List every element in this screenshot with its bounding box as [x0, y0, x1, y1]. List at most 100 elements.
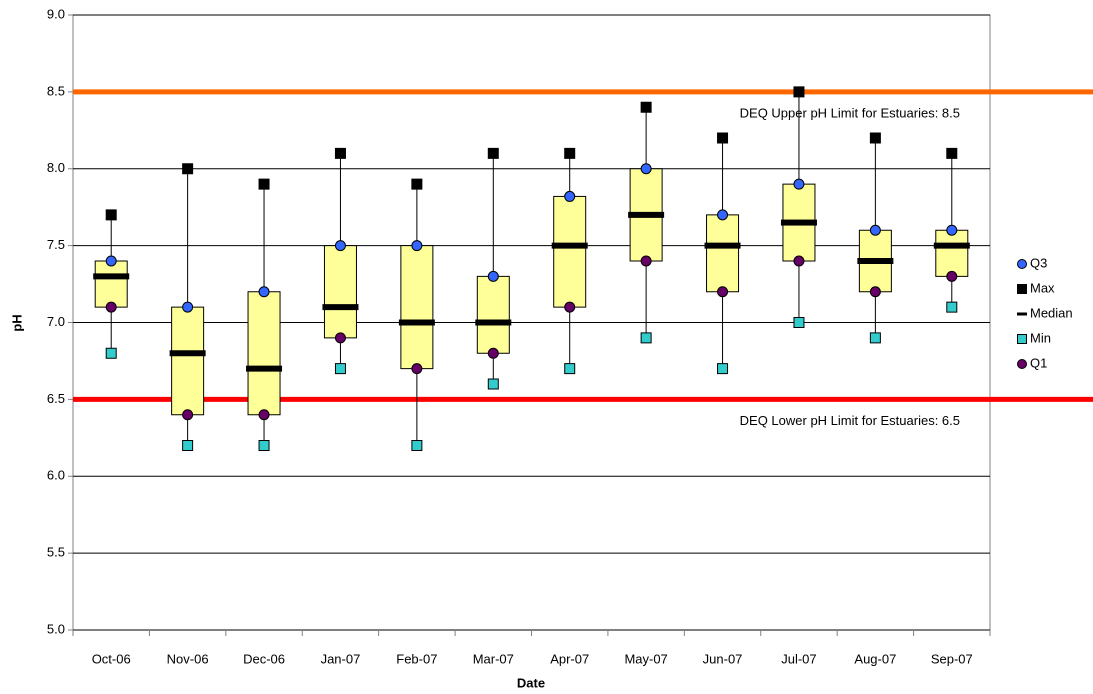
legend-marker [1017, 284, 1027, 294]
y-tick-label: 6.5 [47, 391, 65, 406]
marker-median [169, 350, 206, 357]
marker-q1 [869, 286, 881, 298]
marker-q3 [105, 255, 117, 267]
x-tick-label: Apr-07 [550, 651, 589, 666]
marker-q1 [411, 363, 423, 375]
box [400, 245, 434, 370]
marker-median [475, 319, 512, 326]
legend-label: Max [1030, 280, 1055, 295]
marker-median [780, 219, 817, 226]
x-tick-label: Mar-07 [473, 651, 514, 666]
x-tick-label: Feb-07 [396, 651, 437, 666]
box [553, 195, 587, 308]
marker-min [487, 378, 499, 390]
marker-min [869, 332, 881, 344]
marker-min [105, 347, 117, 359]
x-tick-label: May-07 [624, 651, 667, 666]
marker-q3 [793, 178, 805, 190]
marker-min [182, 440, 194, 451]
marker-min [564, 363, 576, 375]
marker-max [105, 209, 117, 221]
y-tick-label: 5.0 [47, 621, 65, 636]
marker-max [717, 132, 729, 144]
x-tick-label: Jan-07 [321, 651, 361, 666]
x-tick-label: Oct-06 [92, 651, 131, 666]
marker-max [411, 178, 423, 190]
marker-q1 [258, 409, 270, 421]
marker-min [258, 440, 270, 451]
marker-q3 [411, 240, 423, 252]
y-tick-label: 8.0 [47, 160, 65, 175]
legend-label: Min [1030, 330, 1051, 345]
marker-min [334, 363, 346, 375]
x-tick-label: Sep-07 [931, 651, 973, 666]
marker-median [93, 273, 130, 280]
marker-min [946, 301, 958, 313]
marker-max [258, 178, 270, 190]
y-tick-label: 7.5 [47, 237, 65, 252]
marker-q3 [258, 286, 270, 298]
marker-q3 [487, 270, 499, 282]
marker-q1 [105, 301, 117, 313]
legend-marker [1017, 334, 1027, 344]
marker-max [334, 147, 346, 159]
legend-label: Q1 [1030, 355, 1047, 370]
x-tick-label: Jul-07 [781, 651, 816, 666]
y-tick-label: 8.5 [47, 83, 65, 98]
box [171, 306, 205, 416]
marker-q1 [487, 347, 499, 359]
marker-max [793, 86, 805, 98]
marker-max [946, 147, 958, 159]
marker-q1 [334, 332, 346, 344]
marker-max [869, 132, 881, 144]
reference-label: DEQ Lower pH Limit for Estuaries: 6.5 [740, 413, 960, 428]
x-tick-label: Jun-07 [703, 651, 743, 666]
marker-median [704, 242, 741, 249]
marker-q3 [334, 240, 346, 252]
marker-median [246, 365, 283, 372]
legend-marker [1017, 359, 1027, 369]
y-tick-label: 9.0 [47, 6, 65, 21]
marker-q3 [717, 209, 729, 221]
marker-median [933, 242, 970, 249]
marker-q1 [793, 255, 805, 267]
marker-q1 [946, 270, 958, 282]
marker-q1 [640, 255, 652, 267]
marker-median [857, 258, 894, 264]
marker-q3 [869, 224, 881, 236]
marker-q1 [564, 301, 576, 313]
marker-min [411, 440, 423, 451]
marker-q3 [182, 301, 194, 313]
reference-label: DEQ Upper pH Limit for Estuaries: 8.5 [740, 105, 960, 120]
y-axis-label: pH [9, 314, 24, 331]
box [323, 245, 357, 339]
box [476, 275, 510, 354]
marker-median [628, 211, 665, 218]
marker-q3 [946, 224, 958, 236]
marker-min [793, 317, 805, 328]
marker-median [398, 319, 435, 326]
marker-q3 [564, 190, 576, 202]
legend-label: Median [1030, 305, 1073, 320]
legend-label: Q3 [1030, 255, 1047, 270]
x-tick-label: Dec-06 [243, 651, 285, 666]
marker-max [182, 163, 194, 175]
y-tick-label: 6.0 [47, 468, 65, 483]
marker-max [487, 147, 499, 159]
marker-median [551, 242, 588, 249]
box [706, 214, 740, 293]
box [247, 291, 281, 416]
marker-q3 [640, 163, 652, 175]
legend-marker [1017, 259, 1027, 269]
box [94, 260, 128, 308]
x-tick-label: Aug-07 [854, 651, 896, 666]
legend-marker [1017, 312, 1027, 316]
marker-max [564, 147, 576, 159]
y-tick-label: 5.5 [47, 545, 65, 560]
marker-q1 [717, 286, 729, 298]
marker-q1 [182, 409, 194, 421]
x-axis-label: Date [517, 675, 545, 690]
box [935, 229, 969, 277]
marker-min [717, 363, 729, 375]
